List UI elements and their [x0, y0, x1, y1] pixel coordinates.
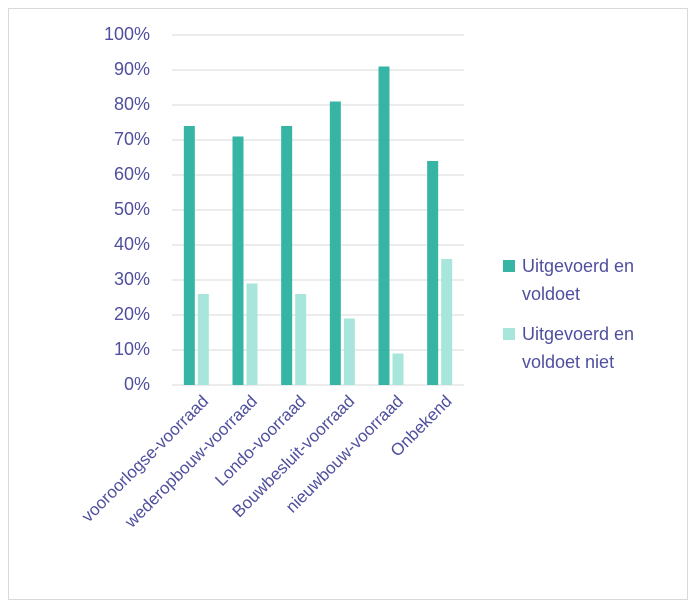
bar: [378, 66, 390, 385]
bar: [392, 353, 404, 385]
y-tick-label: 50%: [114, 199, 150, 219]
bar: [281, 126, 293, 385]
legend-label: Uitgevoerd en voldoet niet: [522, 324, 635, 372]
bar: [183, 126, 195, 385]
y-tick-label: 30%: [114, 269, 150, 289]
y-tick-label: 60%: [114, 164, 150, 184]
bar: [329, 101, 341, 385]
legend-swatch: [503, 328, 515, 340]
bar: [441, 259, 453, 385]
y-tick-label: 20%: [114, 304, 150, 324]
y-tick-label: 80%: [114, 94, 150, 114]
y-tick-label: 100%: [104, 24, 150, 44]
chart-border: [8, 8, 688, 600]
bar: [343, 318, 355, 385]
legend-label: Uitgevoerd en voldoet: [522, 256, 635, 304]
y-tick-label: 40%: [114, 234, 150, 254]
bar: [197, 294, 209, 385]
y-tick-label: 0%: [124, 374, 150, 394]
y-tick-label: 90%: [114, 59, 150, 79]
legend-swatch: [503, 260, 515, 272]
legend-item: Uitgevoerd en voldoet: [503, 252, 673, 308]
y-tick-label: 10%: [114, 339, 150, 359]
y-tick-label: 70%: [114, 129, 150, 149]
bar: [427, 161, 439, 385]
bar: [295, 294, 307, 385]
bar: [232, 136, 244, 385]
legend-item: Uitgevoerd en voldoet niet: [503, 320, 673, 376]
bar: [246, 283, 258, 385]
